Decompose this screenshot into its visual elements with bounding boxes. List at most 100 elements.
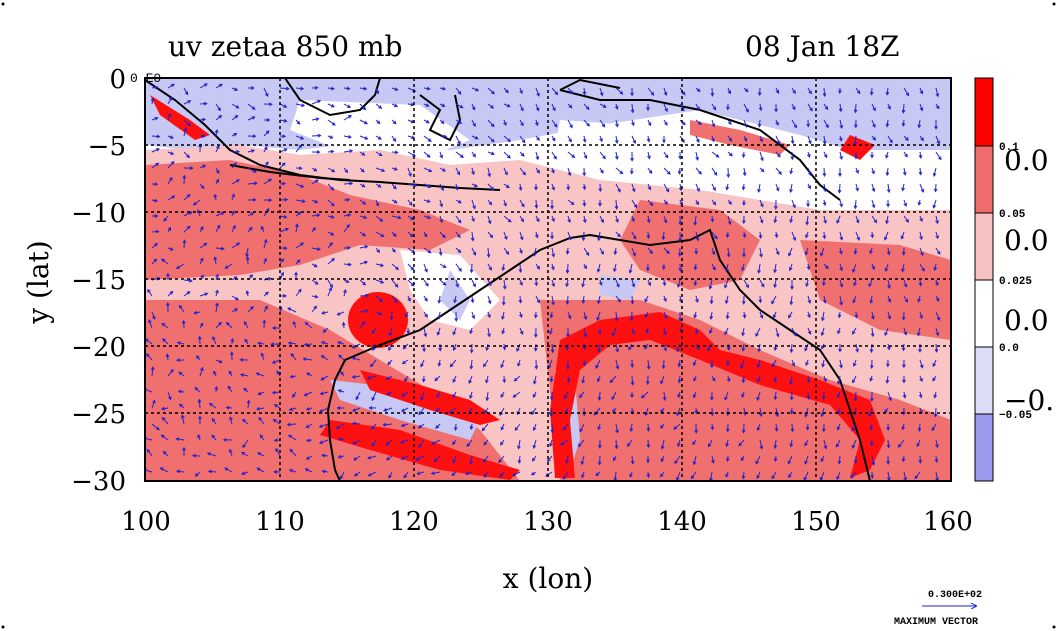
wind-vector-head bbox=[197, 398, 202, 403]
wind-vector-head bbox=[265, 161, 269, 166]
wind-vector-head bbox=[666, 250, 670, 255]
wind-vector-head bbox=[567, 172, 572, 177]
wind-vector-head bbox=[408, 172, 412, 177]
wind-vector-head bbox=[423, 333, 428, 338]
wind-vector-head bbox=[775, 333, 780, 338]
wind-vector-head bbox=[597, 444, 602, 449]
wind-vector bbox=[391, 263, 399, 270]
wind-vector-head bbox=[822, 235, 827, 240]
wind-vector-head bbox=[809, 107, 813, 112]
wind-vector bbox=[615, 87, 623, 95]
wind-vector-head bbox=[395, 266, 399, 271]
wind-vector-head bbox=[337, 389, 342, 393]
wind-vector-head bbox=[169, 290, 174, 295]
wind-vector-head bbox=[167, 113, 172, 118]
wind-vector-head bbox=[502, 285, 507, 290]
wind-vector bbox=[471, 295, 474, 303]
wind-vector-head bbox=[518, 187, 523, 191]
wind-vector bbox=[823, 439, 827, 449]
wind-vector bbox=[162, 338, 169, 345]
wind-vector-head bbox=[473, 183, 478, 188]
wind-vector bbox=[676, 407, 681, 416]
wind-vector-head bbox=[438, 347, 443, 352]
wind-vector bbox=[551, 423, 553, 433]
wind-vector bbox=[471, 199, 476, 209]
wind-vector bbox=[901, 263, 905, 272]
wind-vector-head bbox=[203, 83, 208, 87]
wind-vector-head bbox=[160, 434, 165, 439]
wind-vector bbox=[519, 167, 526, 176]
wind-vector bbox=[758, 119, 761, 127]
wind-vector-head bbox=[661, 266, 666, 271]
wind-vector-head bbox=[677, 283, 681, 288]
wind-vector-head bbox=[452, 441, 456, 446]
wind-vector-head bbox=[371, 397, 375, 402]
wind-vector-head bbox=[852, 299, 856, 304]
wind-vector-head bbox=[808, 140, 812, 145]
wind-vector-head bbox=[823, 188, 827, 193]
wind-vector-head bbox=[346, 246, 351, 250]
wind-vector-head bbox=[192, 201, 197, 206]
wind-vector-head bbox=[216, 144, 220, 149]
colorbar-swatch bbox=[974, 346, 994, 415]
wind-vector bbox=[903, 199, 907, 207]
wind-vector-head bbox=[742, 314, 747, 319]
wind-vector-head bbox=[918, 282, 923, 287]
wind-vector-head bbox=[338, 437, 343, 442]
wind-vector-head bbox=[330, 202, 335, 207]
wind-vector bbox=[199, 103, 207, 105]
wind-vector bbox=[471, 119, 476, 127]
wind-vector-head bbox=[425, 282, 429, 287]
wind-vector-head bbox=[901, 251, 906, 256]
wind-vector-head bbox=[933, 267, 938, 271]
wind-vector-head bbox=[389, 316, 394, 321]
wind-vector-head bbox=[259, 434, 264, 439]
wind-vector bbox=[215, 103, 221, 111]
wind-vector bbox=[263, 130, 270, 137]
wind-vector-head bbox=[245, 290, 250, 295]
wind-vector-head bbox=[244, 338, 249, 343]
wind-vector bbox=[483, 455, 489, 463]
wind-vector-head bbox=[218, 359, 223, 364]
wind-vector-head bbox=[487, 300, 492, 305]
wind-vector bbox=[319, 439, 329, 444]
wind-vector-head bbox=[154, 243, 158, 247]
wind-vector bbox=[631, 135, 636, 144]
wind-vector-head bbox=[919, 364, 924, 369]
wind-vector bbox=[596, 311, 601, 321]
wind-vector bbox=[304, 343, 313, 346]
wind-vector-head bbox=[551, 137, 556, 142]
wind-vector-head bbox=[410, 216, 415, 221]
wind-vector-head bbox=[726, 106, 730, 111]
wind-vector-head bbox=[885, 379, 890, 384]
wind-vector bbox=[453, 343, 457, 351]
wind-vector-head bbox=[426, 154, 431, 158]
wind-vector bbox=[838, 183, 841, 193]
wind-vector-head bbox=[870, 234, 875, 239]
wind-vector-head bbox=[348, 115, 353, 119]
wind-vector-head bbox=[153, 258, 158, 263]
colorbar-small-label: −0.05 bbox=[999, 410, 1032, 422]
wind-vector bbox=[871, 311, 874, 319]
wind-vector bbox=[599, 87, 603, 96]
wind-vector bbox=[247, 306, 254, 313]
wind-vector-head bbox=[415, 457, 420, 461]
wind-vector bbox=[375, 103, 382, 109]
wind-vector-head bbox=[775, 187, 780, 192]
wind-vector-head bbox=[232, 224, 236, 229]
wind-vector-head bbox=[245, 253, 249, 258]
wind-vector-head bbox=[253, 181, 258, 186]
wind-vector-head bbox=[194, 473, 199, 477]
wind-vector-head bbox=[901, 268, 905, 273]
wind-vector bbox=[836, 215, 841, 224]
wind-vector-head bbox=[250, 149, 256, 153]
wind-vector-head bbox=[275, 447, 279, 452]
wind-vector-head bbox=[481, 427, 486, 432]
wind-vector-head bbox=[757, 348, 761, 353]
wind-vector bbox=[151, 423, 160, 430]
wind-vector bbox=[903, 87, 909, 96]
wind-vector-head bbox=[235, 296, 240, 301]
wind-vector bbox=[263, 87, 269, 97]
wind-vector bbox=[615, 295, 621, 303]
